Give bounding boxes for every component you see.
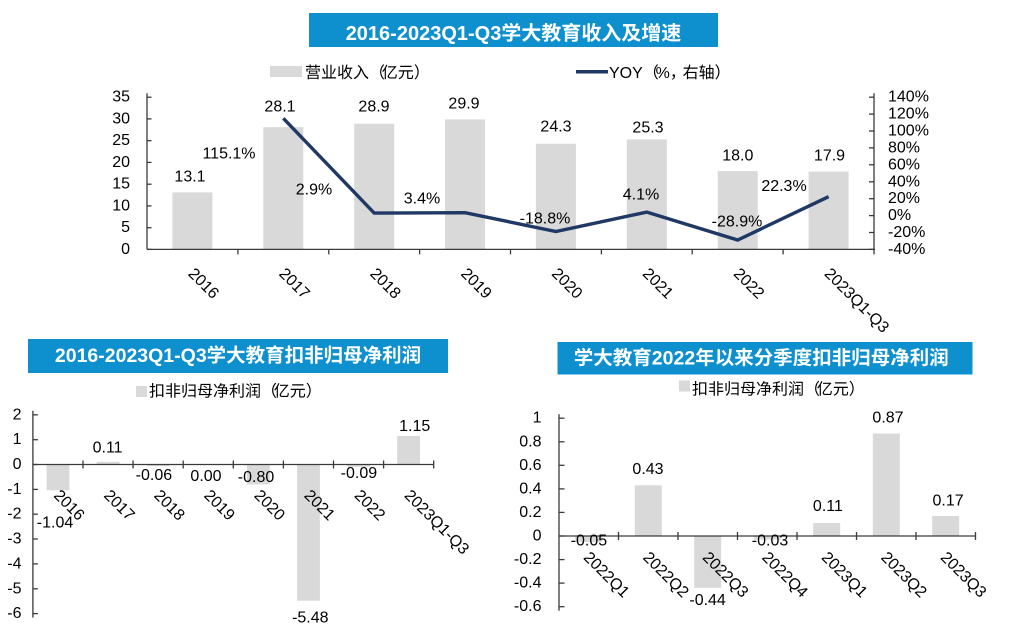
svg-text:-0.6: -0.6 xyxy=(514,598,542,615)
svg-text:24.3: 24.3 xyxy=(540,119,571,136)
svg-text:YOY: YOY xyxy=(609,65,643,82)
svg-text:30: 30 xyxy=(112,110,130,127)
svg-text:115.1%: 115.1% xyxy=(202,146,255,163)
svg-text:-1: -1 xyxy=(7,481,21,498)
svg-text:120%: 120% xyxy=(888,106,929,123)
svg-text:0.43: 0.43 xyxy=(632,461,663,478)
svg-text:-0.06: -0.06 xyxy=(136,467,173,484)
svg-text:-28.9%: -28.9% xyxy=(712,214,763,231)
svg-text:60%: 60% xyxy=(888,156,920,173)
svg-text:-3: -3 xyxy=(7,531,21,548)
svg-text:0.11: 0.11 xyxy=(813,498,843,515)
svg-text:29.9: 29.9 xyxy=(448,96,479,113)
svg-text:1: 1 xyxy=(13,431,22,448)
svg-text:0: 0 xyxy=(533,528,542,545)
svg-text:-0.05: -0.05 xyxy=(571,532,608,549)
svg-text:0.17: 0.17 xyxy=(933,492,964,509)
svg-text:15: 15 xyxy=(112,176,130,193)
svg-text:-0.4: -0.4 xyxy=(514,575,542,592)
svg-text:4.1%: 4.1% xyxy=(623,187,659,204)
svg-text:-40%: -40% xyxy=(888,241,925,258)
svg-text:40%: 40% xyxy=(888,173,920,190)
svg-text:2016-2023Q1-Q3: 2016-2023Q1-Q3 xyxy=(346,23,502,45)
svg-text:2.9%: 2.9% xyxy=(296,182,332,199)
svg-text:0: 0 xyxy=(13,456,22,473)
svg-text:17.9: 17.9 xyxy=(814,148,845,165)
svg-text:-0.44: -0.44 xyxy=(689,592,726,609)
svg-text:-20%: -20% xyxy=(888,224,925,241)
svg-text:0.2: 0.2 xyxy=(519,504,541,521)
svg-text:0.4: 0.4 xyxy=(519,480,541,497)
svg-text:-18.8%: -18.8% xyxy=(520,211,571,228)
svg-text:2: 2 xyxy=(13,406,22,423)
svg-text:5: 5 xyxy=(121,219,130,236)
svg-text:10: 10 xyxy=(112,197,130,214)
svg-text:-5.48: -5.48 xyxy=(292,610,329,627)
svg-text:1: 1 xyxy=(533,410,542,427)
svg-text:0.87: 0.87 xyxy=(872,409,903,426)
svg-text:-2: -2 xyxy=(7,506,21,523)
svg-text:20%: 20% xyxy=(888,190,920,207)
svg-text:140%: 140% xyxy=(888,89,929,106)
svg-text:3.4%: 3.4% xyxy=(404,191,440,208)
svg-text:2022: 2022 xyxy=(652,348,696,370)
svg-text:22.3%: 22.3% xyxy=(761,178,806,195)
svg-text:0.6: 0.6 xyxy=(519,457,541,474)
svg-text:-4: -4 xyxy=(7,555,21,572)
svg-text:-0.09: -0.09 xyxy=(341,465,378,482)
svg-text:25.3: 25.3 xyxy=(632,120,663,137)
svg-text:0.00: 0.00 xyxy=(190,468,221,485)
svg-text:-0.80: -0.80 xyxy=(238,469,275,486)
svg-text:80%: 80% xyxy=(888,139,920,156)
svg-text:0: 0 xyxy=(121,241,130,258)
svg-text:1.15: 1.15 xyxy=(399,418,430,435)
svg-text:2016-2023Q1-Q3: 2016-2023Q1-Q3 xyxy=(55,345,207,367)
svg-text:0.8: 0.8 xyxy=(519,433,541,450)
svg-text:-0.2: -0.2 xyxy=(514,551,542,568)
svg-text:-6: -6 xyxy=(7,605,21,622)
svg-text:0.11: 0.11 xyxy=(93,440,123,457)
svg-text:%: % xyxy=(656,65,670,82)
svg-text:18.0: 18.0 xyxy=(722,148,753,165)
svg-text:20: 20 xyxy=(112,154,130,171)
svg-text:35: 35 xyxy=(112,89,130,106)
svg-text:-0.03: -0.03 xyxy=(752,533,789,550)
svg-text:28.1: 28.1 xyxy=(264,99,295,116)
svg-text:25: 25 xyxy=(112,132,130,149)
svg-text:-5: -5 xyxy=(7,580,21,597)
svg-text:0%: 0% xyxy=(888,207,911,224)
svg-text:28.9: 28.9 xyxy=(358,99,389,116)
svg-text:-1.04: -1.04 xyxy=(37,515,74,532)
svg-text:100%: 100% xyxy=(888,123,929,140)
svg-text:13.1: 13.1 xyxy=(174,169,205,186)
